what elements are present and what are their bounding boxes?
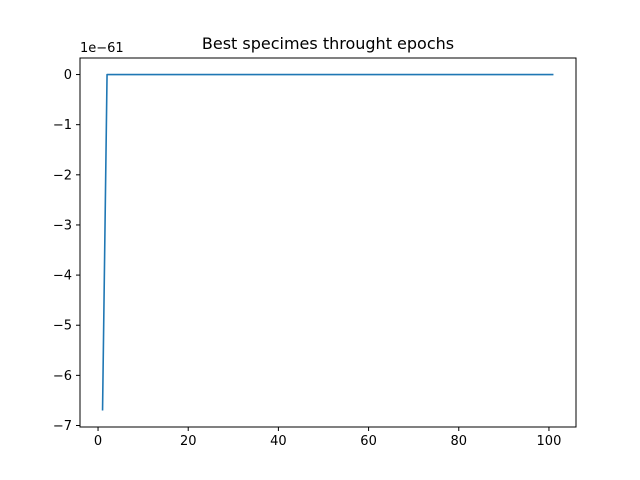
x-axis-ticks: 0 20 40 60 80 100 (94, 427, 561, 449)
plot-area (101, 73, 554, 411)
y-tick-label: −7 (53, 419, 72, 434)
x-tick-label: 20 (180, 434, 197, 449)
y-tick-label: 0 (64, 68, 72, 83)
x-tick-label: 40 (270, 434, 287, 449)
x-tick-label: 80 (450, 434, 467, 449)
x-tick-label: 60 (360, 434, 377, 449)
y-axis-offset-label: 1e−61 (80, 41, 124, 56)
series-line-0 (101, 73, 554, 411)
y-tick-label: −4 (53, 269, 72, 284)
x-tick-label: 0 (94, 434, 102, 449)
x-tick-label: 100 (537, 434, 562, 449)
y-tick-label: −3 (53, 218, 72, 233)
y-tick-label: −1 (53, 118, 72, 133)
axes-frame (79, 57, 577, 428)
y-tick-label: −6 (53, 369, 72, 384)
y-tick-label: −2 (53, 168, 72, 183)
y-axis-ticks: 0 −1 −2 −3 −4 −5 −6 −7 (53, 68, 80, 434)
chart-title: Best specimes throught epochs (202, 34, 454, 53)
y-tick-label: −5 (53, 319, 72, 334)
